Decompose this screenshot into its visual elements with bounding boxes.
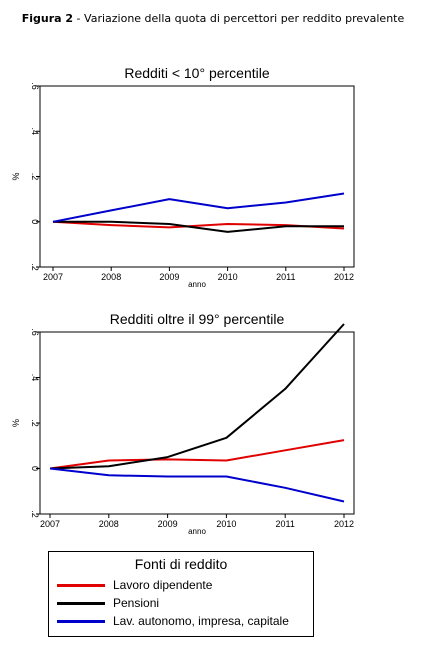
figure-caption: Variazione della quota di percettori per… bbox=[84, 12, 405, 25]
legend-title: Fonti di reddito bbox=[134, 556, 228, 572]
x-tick-label: 2011 bbox=[276, 519, 295, 529]
charts-canvas: Redditi < 10° percentile .2 0 .2 .4 .6% 2007 20… bbox=[11, 65, 355, 536]
y-tick-label: .2 bbox=[30, 173, 40, 181]
chart-title: Redditi oltre il 99° percentile bbox=[110, 311, 285, 327]
figure-separator: - bbox=[73, 12, 85, 25]
figure-title: Figura 2 - Variazione della quota di per… bbox=[0, 12, 426, 25]
y-tick-label: .6 bbox=[30, 328, 40, 336]
x-tick-label: 2007 bbox=[43, 272, 63, 282]
y-axis-label: % bbox=[11, 172, 21, 180]
legend-item-lavoro-dipendente: Lavoro dipendente bbox=[57, 576, 212, 594]
series-line bbox=[49, 467, 345, 503]
series-line bbox=[49, 439, 345, 470]
y-tick-label: .4 bbox=[30, 127, 40, 135]
x-tick-label: 2009 bbox=[158, 519, 178, 529]
series-line bbox=[52, 192, 345, 223]
x-axis-label: anno bbox=[188, 280, 206, 289]
y-tick-label: .6 bbox=[30, 82, 40, 90]
plot-frame bbox=[39, 331, 355, 515]
x-tick-label: 2009 bbox=[159, 272, 179, 282]
chart-title: Redditi < 10° percentile bbox=[124, 65, 270, 81]
x-tick-label: 2011 bbox=[276, 272, 295, 282]
legend-label: Lavoro dipendente bbox=[113, 578, 213, 592]
legend-swatch bbox=[57, 583, 105, 587]
legend-item-pensioni: Pensioni bbox=[57, 594, 159, 612]
series-line bbox=[53, 220, 344, 233]
y-tick-label: .2 bbox=[30, 263, 40, 271]
y-axis-label: % bbox=[11, 419, 21, 427]
x-axis-label: anno bbox=[188, 527, 206, 536]
x-tick-label: 2010 bbox=[216, 519, 236, 529]
y-tick-label: 0 bbox=[30, 219, 40, 224]
legend: Fonti di reddito Lavoro dipendente Pensi… bbox=[48, 551, 314, 637]
legend-label: Pensioni bbox=[113, 596, 160, 610]
x-tick-label: 2008 bbox=[101, 272, 121, 282]
figure-number: Figura 2 bbox=[21, 12, 74, 25]
legend-swatch bbox=[57, 601, 105, 605]
series-line bbox=[49, 323, 345, 470]
y-tick-label: .4 bbox=[30, 374, 40, 382]
legend-swatch bbox=[57, 619, 105, 623]
x-tick-label: 2008 bbox=[99, 519, 119, 529]
y-tick-label: .2 bbox=[30, 510, 40, 518]
x-tick-label: 2007 bbox=[40, 519, 60, 529]
x-tick-label: 2012 bbox=[334, 519, 354, 529]
plot-frame bbox=[39, 85, 355, 268]
x-tick-label: 2010 bbox=[218, 272, 238, 282]
x-tick-label: 2012 bbox=[334, 272, 354, 282]
y-tick-label: .2 bbox=[30, 419, 40, 427]
legend-label: Lav. autonomo, impresa, capitale bbox=[113, 614, 289, 628]
legend-item-lav-autonomo: Lav. autonomo, impresa, capitale bbox=[57, 612, 289, 630]
y-tick-label: 0 bbox=[30, 466, 40, 471]
